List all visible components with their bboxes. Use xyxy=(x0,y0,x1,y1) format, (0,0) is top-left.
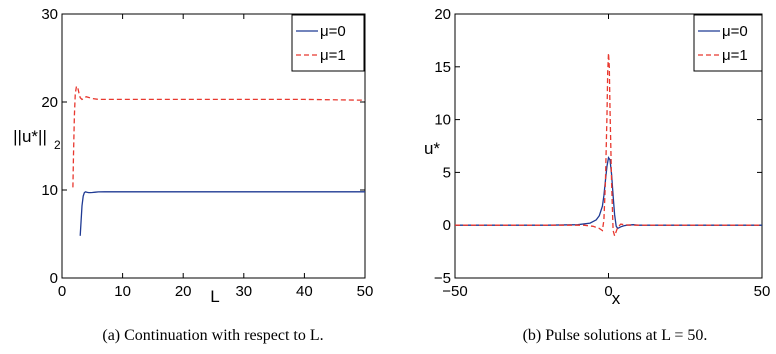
x-tick-label: 50 xyxy=(754,283,771,300)
x-tick-label: 30 xyxy=(235,283,252,300)
y-axis-label: u* xyxy=(424,139,440,158)
legend-box xyxy=(693,14,763,72)
x-tick-label: −50 xyxy=(442,283,467,300)
legend: μ=0μ=1 xyxy=(693,14,763,72)
y-tick-label: 15 xyxy=(434,59,451,76)
legend: μ=0μ=1 xyxy=(291,14,365,72)
series-line-mu0 xyxy=(79,191,365,236)
series-line-mu0 xyxy=(455,155,762,230)
series-line-mu1 xyxy=(72,84,365,188)
x-tick-label: 0 xyxy=(58,283,66,300)
y-tick-label: −5 xyxy=(434,270,451,287)
x-tick-label: 50 xyxy=(357,283,374,300)
x-tick-label: 20 xyxy=(175,283,192,300)
y-tick-label: 30 xyxy=(41,6,58,23)
y-tick-label: 5 xyxy=(443,164,451,181)
series-line-mu1 xyxy=(455,53,762,238)
legend-label: μ=1 xyxy=(722,47,748,64)
y-tick-label: 20 xyxy=(434,6,451,23)
y-tick-label: 10 xyxy=(434,112,451,129)
legend-label: μ=0 xyxy=(320,23,346,40)
plot-frame xyxy=(61,13,366,279)
x-tick-label: 0 xyxy=(604,283,612,300)
x-axis-label: L xyxy=(210,287,219,306)
x-tick-label: 40 xyxy=(296,283,313,300)
x-axis-label: x xyxy=(612,289,621,308)
y-axis-label-subscript: 2 xyxy=(54,138,61,152)
y-tick-label: 0 xyxy=(50,270,58,287)
legend-label: μ=0 xyxy=(722,23,748,40)
y-tick-label: 10 xyxy=(41,182,58,199)
y-tick-label: 20 xyxy=(41,94,58,111)
figure-caption: (b) Pulse solutions at L = 50. xyxy=(523,327,708,344)
x-tick-label: 10 xyxy=(114,283,131,300)
legend-box xyxy=(291,14,365,72)
y-axis-label: ||u*|| xyxy=(13,127,47,146)
figure-caption: (a) Continuation with respect to L. xyxy=(102,327,323,344)
y-tick-label: 0 xyxy=(443,217,451,234)
legend-label: μ=1 xyxy=(320,47,346,64)
